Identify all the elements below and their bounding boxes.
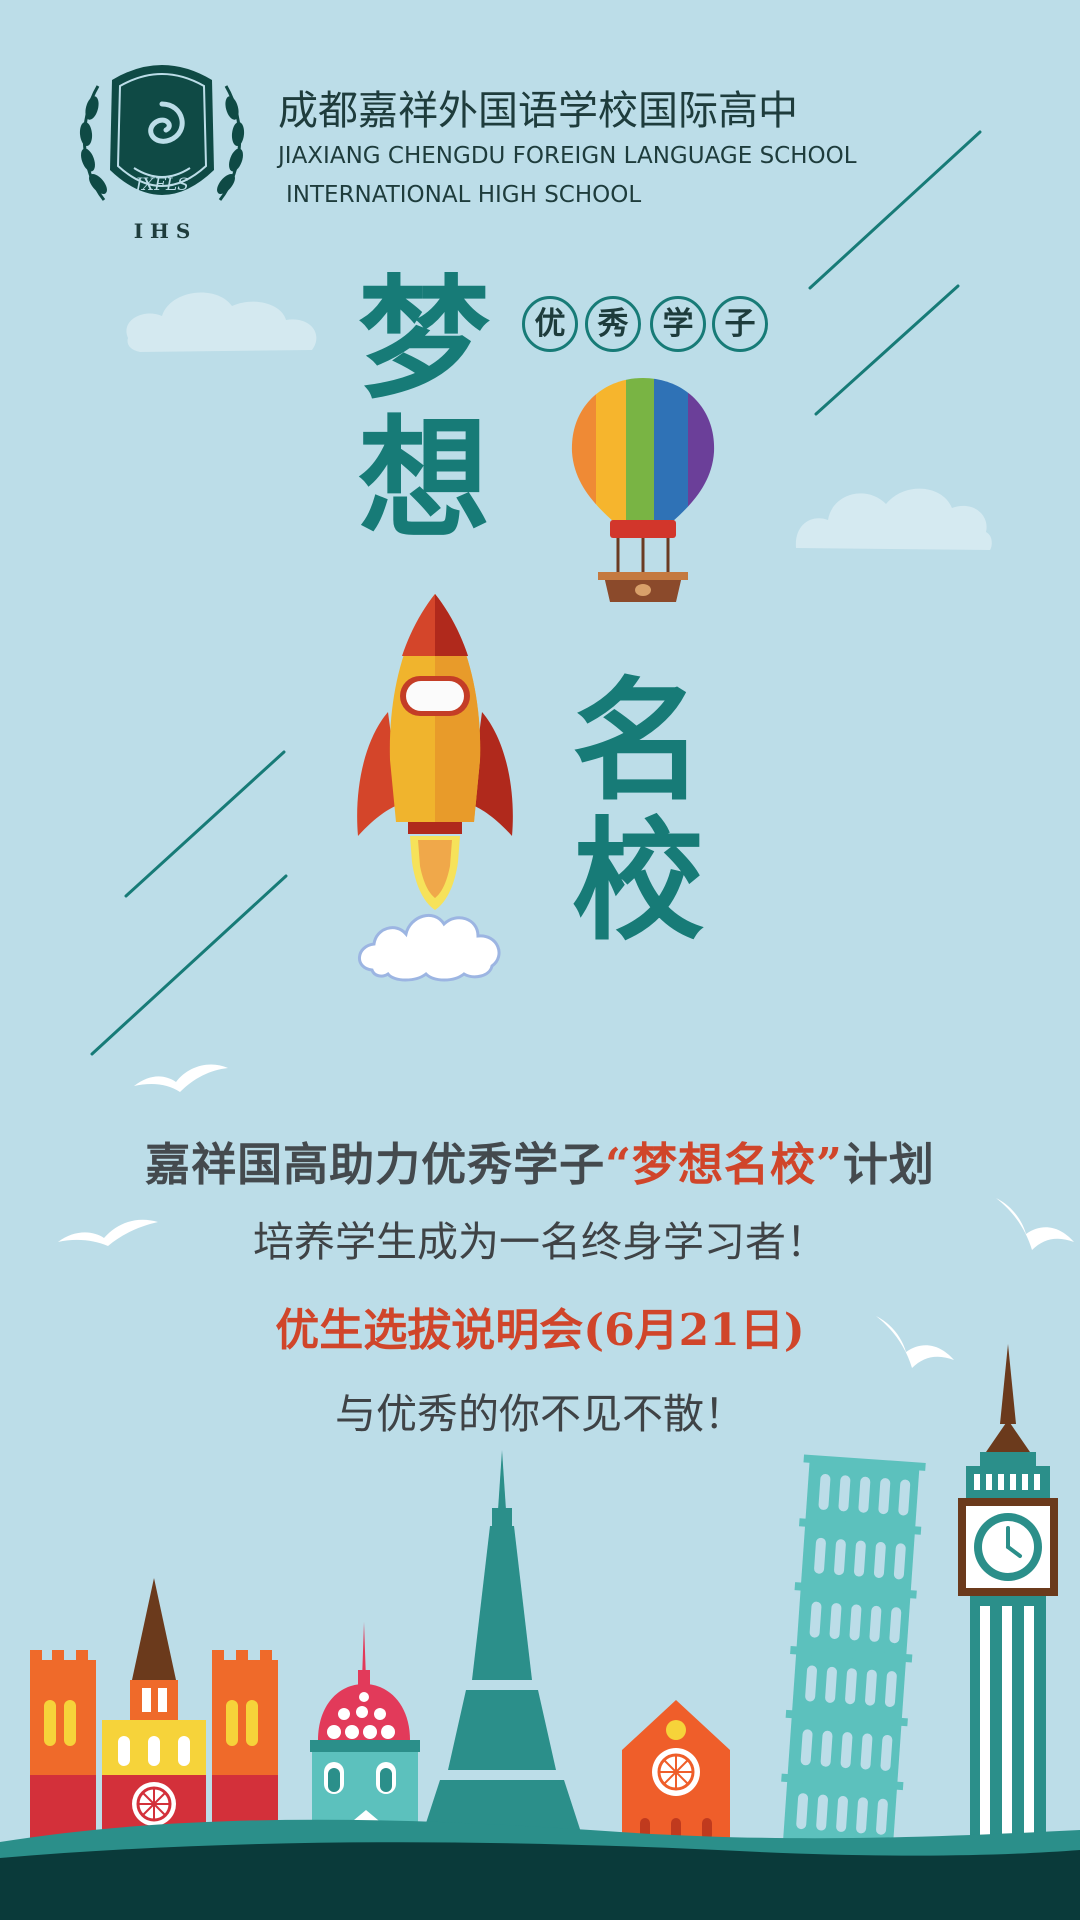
plan-prefix: 嘉祥国高助力优秀学子 — [145, 1138, 606, 1191]
crest-text: JXFLS — [132, 175, 189, 195]
headline-char-1: 梦 — [358, 262, 490, 417]
invite-text: 与优秀的你不见不散！ — [335, 1390, 745, 1438]
badge-char-1: 优 — [522, 296, 578, 352]
plan-suffix: 计划 — [842, 1138, 935, 1191]
badge-char-4: 子 — [712, 296, 768, 352]
school-name-en-line2: INTERNATIONAL HIGH SCHOOL — [286, 182, 642, 208]
eiffel-tower-icon — [414, 1450, 590, 1860]
school-name-en-line1: JIAXIANG CHENGDU FOREIGN LANGUAGE SCHOOL — [278, 143, 857, 169]
seagull-icon — [996, 1198, 1074, 1250]
crest-subtext: I H S — [134, 219, 191, 243]
cloud-icon — [795, 488, 992, 550]
headline-char-4: 校 — [572, 804, 704, 959]
plan-highlight: “梦想名校” — [605, 1138, 843, 1191]
seagull-icon — [876, 1316, 954, 1368]
badge-char-2: 秀 — [585, 296, 641, 352]
event-title: 优生选拔说明会(6月21日) — [275, 1305, 805, 1356]
clock-tower-icon — [958, 1344, 1058, 1866]
badge-char-3: 学 — [650, 296, 706, 352]
city-skyline-icon — [0, 1344, 1080, 1920]
cloud-icon — [126, 292, 317, 352]
slogan: 培养学生成为一名终身学习者！ — [253, 1218, 827, 1266]
seagull-icon — [134, 1064, 228, 1092]
school-crest-icon: JXFLS I H S — [79, 65, 245, 243]
seagull-icon — [58, 1219, 158, 1246]
hot-air-balloon-icon — [571, 378, 715, 602]
clock-house-icon — [622, 1700, 730, 1860]
plan-heading: 嘉祥国高助力优秀学子“梦想名校”计划 — [78, 1128, 1002, 1193]
school-name-cn: 成都嘉祥外国语学校国际高中 — [278, 88, 798, 134]
headline-char-2: 想 — [358, 402, 490, 557]
leaning-tower-icon — [781, 1454, 926, 1856]
rocket-icon — [357, 594, 513, 982]
headline-char-3: 名 — [572, 664, 704, 819]
